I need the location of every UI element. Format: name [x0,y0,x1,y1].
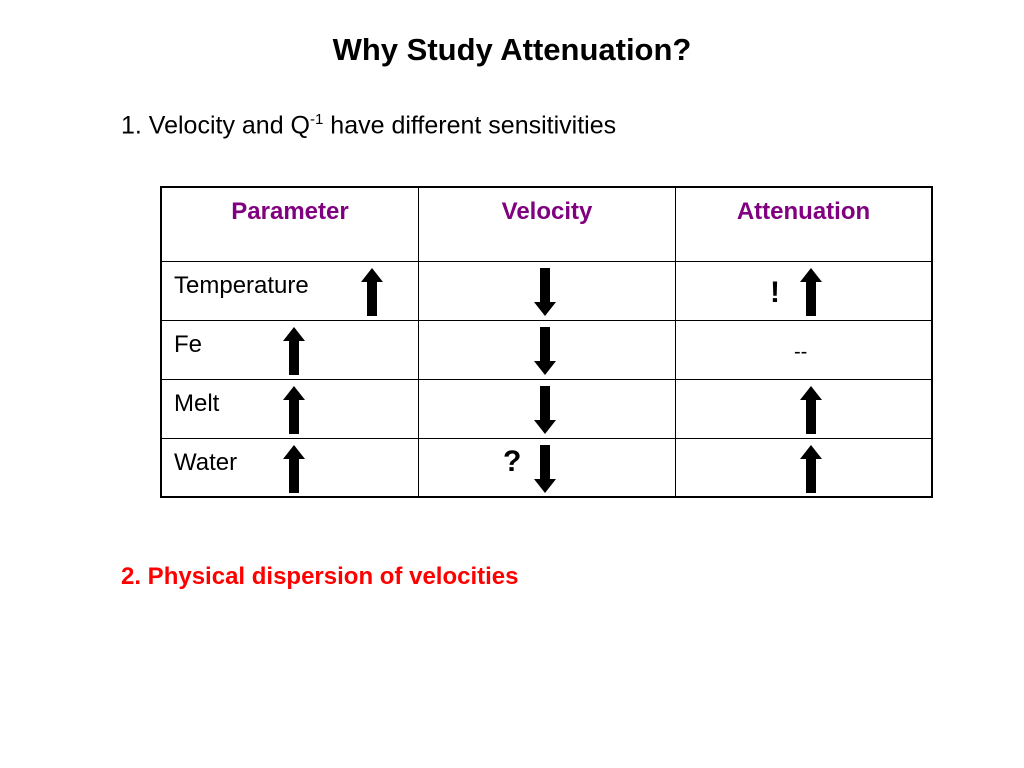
velocity-cell [418,319,676,380]
up-arrow-icon [283,327,305,375]
up-arrow-icon [283,445,305,493]
header-parameter: Parameter [160,186,419,262]
table-row: Fe -- [160,319,933,380]
attenuation-cell [675,378,933,439]
parameter-label: Melt [174,389,220,417]
slide-title: Why Study Attenuation? [332,32,692,67]
point-2: 2. Physical dispersion of velocities [121,563,519,590]
point-1-text-after: have different sensitivities [323,111,617,140]
attenuation-cell: -- [675,319,933,380]
down-arrow-icon [534,386,556,434]
attenuation-cell: ! [675,260,933,321]
up-arrow-icon [800,268,822,316]
parameter-cell: Melt [160,378,419,439]
up-arrow-icon [283,386,305,434]
sensitivity-table: Parameter Velocity Attenuation Temperatu… [160,186,933,498]
no-effect-dash: -- [794,340,808,363]
up-arrow-icon [800,386,822,434]
point-1-text: 1. Velocity and Q [121,111,311,140]
up-arrow-icon [800,445,822,493]
parameter-label: Fe [174,330,203,358]
q-superscript: -1 [310,111,324,128]
parameter-label: Water [174,448,238,476]
velocity-cell [418,378,676,439]
parameter-label: Temperature [174,271,309,299]
up-arrow-icon [361,268,383,316]
down-arrow-icon [534,327,556,375]
table-row: Temperature ! [160,260,933,321]
down-arrow-icon [534,268,556,316]
velocity-cell: ? [418,437,676,498]
velocity-cell [418,260,676,321]
header-attenuation: Attenuation [675,186,933,262]
table-header-row: Parameter Velocity Attenuation [160,186,933,262]
exclamation-mark: ! [770,275,780,309]
header-velocity: Velocity [418,186,676,262]
parameter-cell: Water [160,437,419,498]
table-row: Melt [160,378,933,439]
parameter-cell: Temperature [160,260,419,321]
down-arrow-icon [534,445,556,493]
question-mark: ? [503,444,522,478]
parameter-cell: Fe [160,319,419,380]
table-row: Water ? [160,437,933,498]
point-1: 1. Velocity and Q-1 have different sensi… [121,111,616,140]
attenuation-cell [675,437,933,498]
